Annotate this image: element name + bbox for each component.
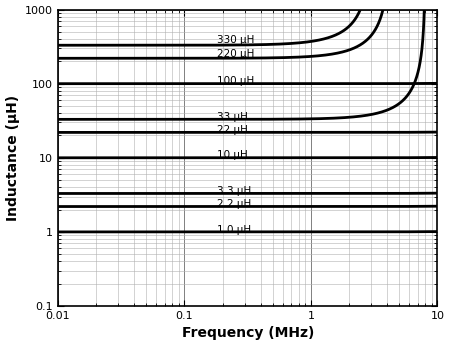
Text: 3.3 μH: 3.3 μH [217,186,251,196]
Text: 330 μH: 330 μH [217,35,254,45]
Y-axis label: Inductance (μH): Inductance (μH) [5,95,19,221]
Text: 33 μH: 33 μH [217,111,248,121]
Text: 22 μH: 22 μH [217,125,248,135]
Text: 10 μH: 10 μH [217,150,248,160]
X-axis label: Frequency (MHz): Frequency (MHz) [181,326,314,340]
Text: 100 μH: 100 μH [217,76,254,86]
Text: 2.2 μH: 2.2 μH [217,199,251,209]
Text: 220 μH: 220 μH [217,48,254,58]
Text: 1.0 μH: 1.0 μH [217,225,251,235]
